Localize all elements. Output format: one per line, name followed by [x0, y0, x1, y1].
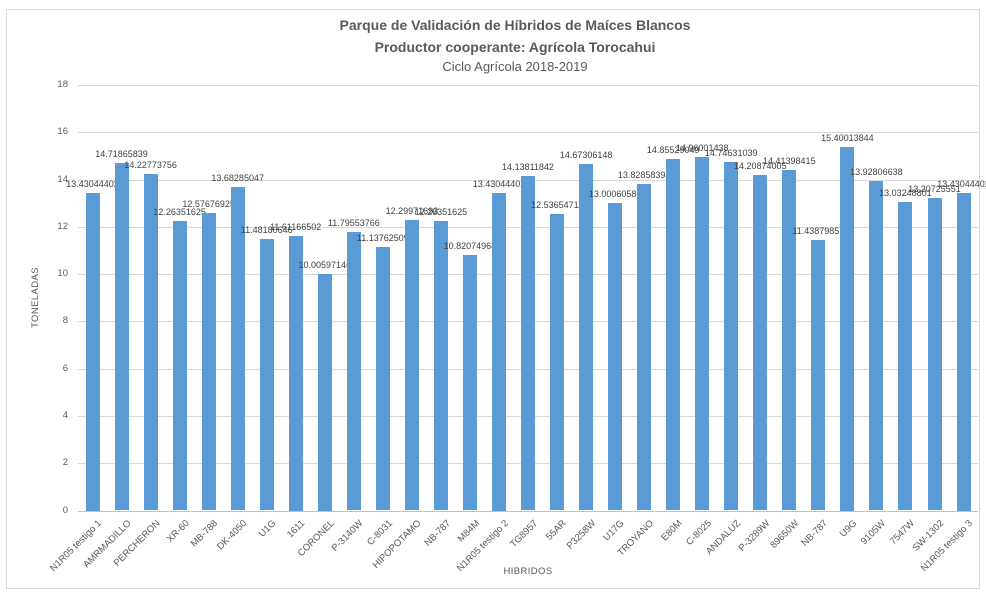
- bar: [114, 162, 129, 511]
- bar-value-label: 13.03248801: [879, 188, 932, 199]
- bar-value-label: 14.13811842: [502, 162, 554, 173]
- bar-value-label: 11.48180646: [240, 225, 293, 236]
- bar-value-label: 14.96001438: [675, 142, 729, 153]
- bar-value-label: 14.20874005: [734, 160, 787, 171]
- bar-value-label: 10.82074964: [443, 240, 497, 251]
- bar: [724, 161, 739, 511]
- bar: [404, 219, 419, 511]
- bar-value-label: 13.43044402: [472, 179, 526, 189]
- bar-value-label: 13.82858394: [617, 169, 671, 180]
- bar-value-label: 13.68285047: [211, 173, 264, 184]
- bar: [492, 193, 506, 511]
- gridline: [78, 132, 978, 134]
- bar: [317, 274, 332, 511]
- bar: [521, 176, 535, 511]
- bar: [375, 247, 390, 511]
- bar-value-label: 10.00597146: [298, 260, 352, 270]
- y-tick-label: 18: [57, 79, 68, 90]
- bar-value-label: 12.57676925: [182, 199, 235, 210]
- bar-value-label: 13.20725551: [908, 184, 961, 195]
- y-tick-label: 12: [57, 220, 68, 232]
- bar: [811, 240, 826, 511]
- y-tick-label: 0: [62, 504, 68, 516]
- bar-value-label: 11.79553766: [327, 217, 380, 228]
- bar: [201, 213, 216, 511]
- bar: [143, 174, 158, 511]
- bar: [753, 174, 768, 511]
- y-tick-label: 16: [57, 126, 68, 138]
- bar-value-label: 12.29971693: [385, 205, 439, 216]
- x-axis-title: HIBRIDOS: [503, 566, 553, 577]
- bar-value-label: 14.85529049: [646, 145, 700, 156]
- y-axis-title: TONELADAS: [26, 85, 44, 510]
- bar-value-label: 11.43879857: [792, 226, 845, 237]
- bar: [840, 146, 855, 511]
- bar-value-label: 14.67306148: [559, 149, 613, 160]
- bar: [346, 231, 361, 511]
- x-axis-line: [78, 510, 978, 512]
- bar: [637, 183, 652, 511]
- bar: [85, 193, 100, 511]
- bar: [462, 254, 477, 511]
- bar: [898, 202, 913, 511]
- bar-value-label: 14.71865839: [95, 148, 148, 159]
- chart-title-line1: Parque de Validación de Híbridos de Maíc…: [339, 17, 691, 33]
- y-tick-label: 8: [62, 315, 68, 327]
- chart-title-block: Parque de Validación de Híbridos de Maíc…: [44, 14, 986, 76]
- bar: [869, 181, 884, 511]
- bar: [695, 156, 710, 511]
- bar: [230, 187, 245, 511]
- bar-value-label: 14.41398415: [763, 155, 816, 166]
- y-tick-label: 2: [62, 457, 68, 469]
- y-tick-label: 10: [57, 268, 68, 280]
- chart-title-line3: Ciclo Agrícola 2018-2019: [442, 59, 588, 74]
- bar-value-label: 12.26351625: [153, 206, 206, 217]
- bar: [666, 159, 681, 511]
- bar: [956, 193, 971, 511]
- bar-value-label: 13.92806638: [850, 167, 903, 178]
- bar: [608, 203, 623, 511]
- bar: [550, 214, 564, 511]
- bar: [782, 169, 797, 511]
- bar: [259, 239, 274, 511]
- chart-border: [6, 9, 980, 589]
- bar: [927, 198, 942, 511]
- y-tick-label: 14: [57, 173, 68, 185]
- bar-value-label: 15.40013844: [821, 132, 874, 143]
- bar-value-label: 13.43044402: [937, 179, 986, 189]
- y-tick-label: 4: [62, 409, 68, 421]
- bar-value-label: 14.22773756: [124, 160, 177, 171]
- gridline: [78, 85, 978, 86]
- y-tick-label: 6: [62, 362, 68, 374]
- chart-title-line2: Productor cooperante: Agrícola Torocahui: [374, 39, 656, 55]
- bar-value-label: 11.61166502: [270, 222, 322, 232]
- bar-value-label: 13.43044402: [66, 179, 119, 189]
- bar: [288, 236, 303, 511]
- bar: [579, 163, 594, 511]
- bar-value-label: 11.13762509: [356, 233, 409, 244]
- bar: [433, 220, 448, 511]
- bar-value-label: 12.26351625: [414, 206, 468, 217]
- bar: [172, 220, 187, 511]
- bar-value-label: 13.00060581: [588, 189, 642, 200]
- bar-value-label: 12.53654711: [531, 200, 583, 211]
- bar-value-label: 14.74631039: [704, 147, 758, 158]
